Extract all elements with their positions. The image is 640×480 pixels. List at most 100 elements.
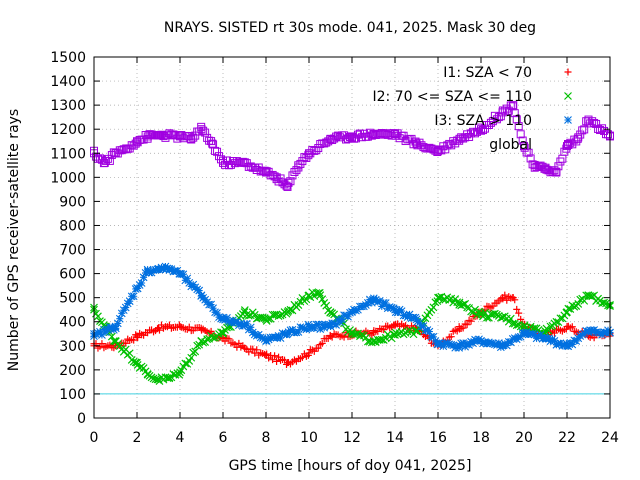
- series-global: [90, 101, 614, 191]
- data-point: [558, 154, 567, 163]
- x-tick-label: 16: [429, 430, 447, 446]
- data-point: [563, 142, 571, 151]
- data-point: [211, 308, 219, 317]
- x-tick-label: 22: [558, 430, 576, 446]
- x-tick-label: 6: [219, 430, 228, 446]
- data-point: [318, 295, 327, 304]
- x-tick-label: 18: [472, 430, 490, 446]
- data-point: [352, 306, 360, 315]
- data-point: [562, 339, 571, 348]
- data-point: [544, 326, 553, 335]
- data-point: [558, 342, 567, 350]
- data-point: [348, 329, 356, 338]
- data-point: [185, 323, 193, 331]
- data-point: [314, 320, 323, 329]
- data-point: [176, 323, 184, 331]
- data-point: [421, 326, 430, 335]
- data-point: [467, 307, 476, 316]
- data-point: [461, 342, 470, 351]
- data-point: [185, 278, 194, 287]
- data-point: [249, 345, 257, 353]
- data-point: [165, 264, 174, 273]
- legend-item: I1: SZA < 70: [443, 65, 572, 81]
- data-point: [563, 323, 571, 331]
- data-point: [195, 340, 204, 349]
- data-point: [443, 339, 452, 347]
- data-point: [419, 322, 428, 331]
- data-point: [322, 321, 331, 329]
- data-point: [322, 301, 331, 310]
- data-point: [219, 335, 227, 343]
- data-point: [240, 308, 249, 317]
- data-point: [506, 314, 515, 323]
- data-point: [294, 161, 303, 170]
- data-point: [338, 315, 346, 324]
- data-point: [305, 291, 313, 300]
- data-point: [344, 312, 352, 321]
- data-point: [369, 337, 378, 345]
- data-point: [130, 336, 138, 344]
- data-point: [447, 333, 455, 341]
- data-point: [578, 126, 587, 135]
- data-point: [320, 323, 329, 332]
- data-point: [312, 289, 321, 297]
- x-tick-label: 8: [262, 430, 271, 446]
- data-point: [302, 295, 311, 304]
- y-tick-label: 0: [77, 411, 86, 427]
- data-point: [300, 324, 309, 333]
- data-point: [554, 162, 563, 171]
- data-point: [515, 309, 523, 317]
- series-layer: [90, 101, 614, 385]
- data-point: [159, 265, 168, 274]
- data-point: [455, 341, 464, 350]
- data-point: [278, 329, 287, 337]
- data-point: [241, 344, 248, 352]
- data-point: [122, 144, 131, 153]
- data-point: [499, 294, 506, 302]
- y-tick-label: 600: [59, 267, 86, 283]
- data-point: [326, 134, 335, 143]
- y-axis-title: Number of GPS receiver-satellite rays: [6, 109, 22, 371]
- data-point: [113, 319, 122, 328]
- data-point: [425, 327, 434, 336]
- data-point: [373, 297, 382, 306]
- y-tick-label: 1300: [50, 98, 86, 114]
- data-point: [98, 331, 106, 339]
- data-point: [434, 339, 442, 348]
- data-point: [129, 292, 138, 301]
- data-point: [100, 158, 109, 167]
- data-point: [208, 139, 217, 148]
- data-point: [176, 132, 184, 141]
- axis-ticks: 0100200300400500600700800900100011001200…: [50, 50, 619, 446]
- y-tick-label: 200: [59, 363, 86, 379]
- y-tick-label: 100: [59, 387, 86, 403]
- series-i1-sza-70: [90, 291, 614, 368]
- data-point: [154, 131, 163, 140]
- data-point: [134, 334, 142, 342]
- data-point: [463, 340, 471, 348]
- data-point: [513, 305, 521, 313]
- data-point: [508, 319, 517, 328]
- data-point: [391, 130, 399, 139]
- data-point: [305, 349, 313, 357]
- data-point: [459, 339, 468, 347]
- data-point: [391, 305, 399, 314]
- data-point: [477, 310, 485, 319]
- data-point: [477, 337, 485, 345]
- data-point: [276, 334, 285, 342]
- data-point: [439, 342, 448, 351]
- data-point: [520, 329, 528, 338]
- data-point: [357, 330, 366, 339]
- data-point: [604, 130, 613, 139]
- data-point: [219, 315, 227, 324]
- data-point: [305, 149, 313, 158]
- data-point: [580, 125, 589, 134]
- data-point: [133, 358, 141, 367]
- data-point: [197, 291, 206, 300]
- data-point: [485, 338, 493, 347]
- data-point: [121, 303, 130, 312]
- data-point: [252, 331, 261, 340]
- data-point: [354, 305, 362, 314]
- data-point: [509, 294, 517, 302]
- data-point: [209, 304, 217, 313]
